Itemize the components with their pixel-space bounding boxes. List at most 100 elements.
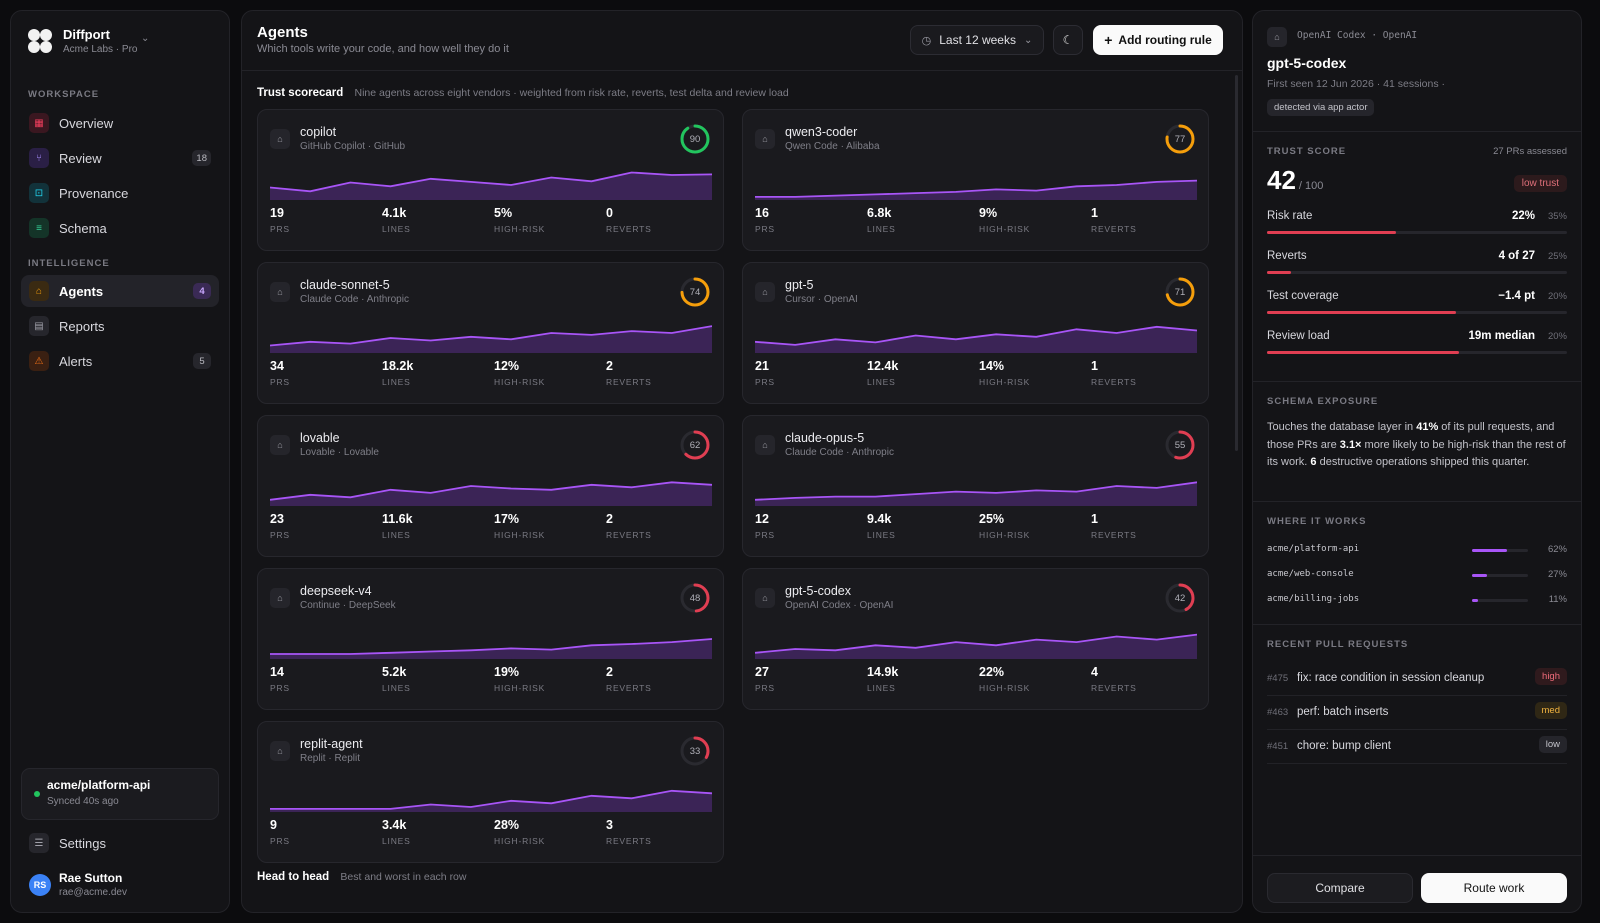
stat-label: REVERTS bbox=[1091, 683, 1137, 693]
bot-icon: ⌂ bbox=[1267, 27, 1287, 47]
count-badge: 5 bbox=[193, 353, 211, 369]
stat-label: LINES bbox=[382, 683, 411, 693]
repo-usage-row: acme/billing-jobs 11% bbox=[1267, 594, 1567, 610]
warning-icon: ⚠ bbox=[29, 351, 49, 371]
metric-bar bbox=[1267, 311, 1567, 314]
agent-card[interactable]: ⌂ gpt-5 Cursor · OpenAI 71 21 PRS 12.4k LINES 14… bbox=[742, 262, 1209, 404]
agent-card[interactable]: ⌂ deepseek-v4 Continue · DeepSeek 48 14 PRS 5.… bbox=[257, 568, 724, 710]
metric-bar-fill bbox=[1267, 351, 1459, 354]
agent-name: copilot bbox=[300, 125, 337, 139]
stat-label: PRS bbox=[270, 836, 290, 846]
compare-button[interactable]: Compare bbox=[1267, 873, 1413, 903]
agent-card[interactable]: ⌂ lovable Lovable · Lovable 62 23 PRS 11.6k LIN… bbox=[257, 415, 724, 557]
trust-score-value: 71 bbox=[1174, 286, 1186, 298]
agent-card[interactable]: ⌂ claude-sonnet-5 Claude Code · Anthropic 7… bbox=[257, 262, 724, 404]
stat-label: HIGH-RISK bbox=[979, 377, 1031, 387]
text-emphasis: 6 bbox=[1310, 456, 1317, 468]
workspace-switcher[interactable]: Diffport Acme Labs · Pro bbox=[27, 27, 137, 55]
trust-score-value: 42 bbox=[1174, 592, 1186, 604]
text-emphasis: 3.1× bbox=[1339, 438, 1362, 451]
gauge-fill bbox=[1165, 583, 1195, 613]
brand-name: Diffport bbox=[63, 27, 110, 42]
pr-number: #451 bbox=[1267, 741, 1289, 752]
page-subtitle: Which tools write your code, and how wel… bbox=[257, 43, 509, 55]
sparkline-line bbox=[270, 789, 712, 810]
agent-vendor: GitHub Copilot · GitHub bbox=[300, 141, 406, 152]
sidebar-item-settings[interactable]: ☰ Settings bbox=[21, 827, 219, 859]
trust-score-number: 42 bbox=[1267, 165, 1296, 195]
sparkline-line bbox=[270, 481, 712, 501]
sidebar-item-overview[interactable]: ▦ Overview bbox=[21, 107, 219, 139]
agent-card[interactable]: ⌂ qwen3-coder Qwen Code · Alibaba 77 16 PRS 6.… bbox=[742, 109, 1209, 251]
stat-label: REVERTS bbox=[1091, 377, 1137, 387]
trust-metric: Risk rate 22% 35% bbox=[1267, 210, 1567, 246]
risk-badge: low bbox=[1538, 736, 1567, 753]
stat-risk: 14% HIGH-RISK bbox=[979, 359, 1030, 387]
head-to-head-header: Head to head Best and worst in each row bbox=[257, 871, 466, 883]
pull-request-row[interactable]: #463 perf: batch inserts med bbox=[1267, 697, 1567, 730]
clock-icon: ◷ bbox=[921, 34, 932, 47]
sparkline-line bbox=[755, 481, 1197, 501]
agent-vendor: Claude Code · Anthropic bbox=[785, 447, 894, 458]
stat-value: 2 bbox=[606, 512, 613, 526]
sparkline-area bbox=[270, 639, 712, 659]
stat-label: LINES bbox=[382, 530, 411, 540]
trust-score-gauge bbox=[1165, 583, 1195, 613]
agent-card[interactable]: ⌂ replit-agent Replit · Replit 33 9 PRS 3.4k LI… bbox=[257, 721, 724, 863]
stat-value: 19 bbox=[270, 206, 284, 220]
sidebar-item-alerts[interactable]: ⚠ Alerts 5 bbox=[21, 345, 219, 377]
bot-icon: ⌂ bbox=[270, 435, 290, 455]
metric-value: 22% bbox=[1511, 210, 1535, 222]
plus-icon: + bbox=[1104, 32, 1113, 48]
stat-value: 16 bbox=[755, 206, 769, 220]
agent-card[interactable]: ⌂ claude-opus-5 Claude Code · Anthropic 55 1… bbox=[742, 415, 1209, 557]
stat-prs: 23 PRS bbox=[270, 512, 290, 540]
bot-icon: ⌂ bbox=[270, 129, 290, 149]
scan-icon: ⊡ bbox=[29, 183, 49, 203]
trend-sparkline bbox=[270, 171, 712, 200]
agent-vendor: Cursor · OpenAI bbox=[785, 294, 858, 305]
stat-value: 1 bbox=[1091, 359, 1098, 373]
agent-name: gpt-5 bbox=[785, 278, 814, 292]
trust-metric: Review load 19m median 20% bbox=[1267, 330, 1567, 366]
agent-card[interactable]: ⌂ copilot GitHub Copilot · GitHub 90 19 PRS 4.… bbox=[257, 109, 724, 251]
stat-lines: 11.6k LINES bbox=[382, 512, 413, 540]
sidebar-item-agents[interactable]: ⌂ Agents 4 bbox=[21, 275, 219, 307]
divider bbox=[1253, 381, 1581, 382]
pull-request-row[interactable]: #475 fix: race condition in session clean… bbox=[1267, 663, 1567, 696]
stat-value: 27 bbox=[755, 665, 769, 679]
sidebar-item-review[interactable]: ⑂ Review 18 bbox=[21, 142, 219, 174]
sidebar-item-schema[interactable]: ≡ Schema bbox=[21, 212, 219, 244]
agent-card[interactable]: ⌂ gpt-5-codex OpenAI Codex · OpenAI 42 27 PRS… bbox=[742, 568, 1209, 710]
sparkline-line bbox=[755, 179, 1197, 198]
stat-label: PRS bbox=[755, 683, 775, 693]
divider bbox=[1253, 624, 1581, 625]
date-range-select[interactable]: ◷ Last 12 weeks ⌄ bbox=[910, 25, 1044, 55]
trend-sparkline bbox=[755, 325, 1197, 353]
sliders-icon: ☰ bbox=[29, 833, 49, 853]
sparkline-line bbox=[270, 171, 712, 193]
stat-reverts: 1 REVERTS bbox=[1091, 359, 1137, 387]
stat-value: 6.8k bbox=[867, 206, 892, 220]
sidebar-item-reports[interactable]: ▤ Reports bbox=[21, 310, 219, 342]
stat-value: 14% bbox=[979, 359, 1005, 373]
metric-bar bbox=[1267, 351, 1567, 354]
stat-label: REVERTS bbox=[606, 224, 652, 234]
scrollbar[interactable] bbox=[1235, 75, 1238, 451]
repo-sync-card[interactable]: acme/platform-api Synced 40s ago bbox=[21, 768, 219, 820]
stat-lines: 14.9k LINES bbox=[867, 665, 898, 693]
stat-value: 23 bbox=[270, 512, 284, 526]
stat-value: 2 bbox=[606, 359, 613, 373]
agent-vendor: Continue · DeepSeek bbox=[300, 600, 396, 611]
pull-request-row[interactable]: #451 chore: bump client low bbox=[1267, 731, 1567, 764]
route-work-button[interactable]: Route work bbox=[1421, 873, 1567, 903]
stat-risk: 17% HIGH-RISK bbox=[494, 512, 545, 540]
chevron-down-icon[interactable]: ⌄ bbox=[141, 33, 150, 44]
add-routing-rule-button[interactable]: + Add routing rule bbox=[1093, 25, 1223, 55]
sidebar-item-provenance[interactable]: ⊡ Provenance bbox=[21, 177, 219, 209]
theme-toggle-button[interactable]: ☾ bbox=[1053, 25, 1083, 55]
repo-name: acme/platform-api bbox=[47, 778, 151, 792]
sparkline-line bbox=[270, 325, 712, 347]
sparkline-line bbox=[755, 633, 1197, 654]
user-profile[interactable]: RS Rae Sutton rae@acme.dev bbox=[29, 871, 127, 898]
